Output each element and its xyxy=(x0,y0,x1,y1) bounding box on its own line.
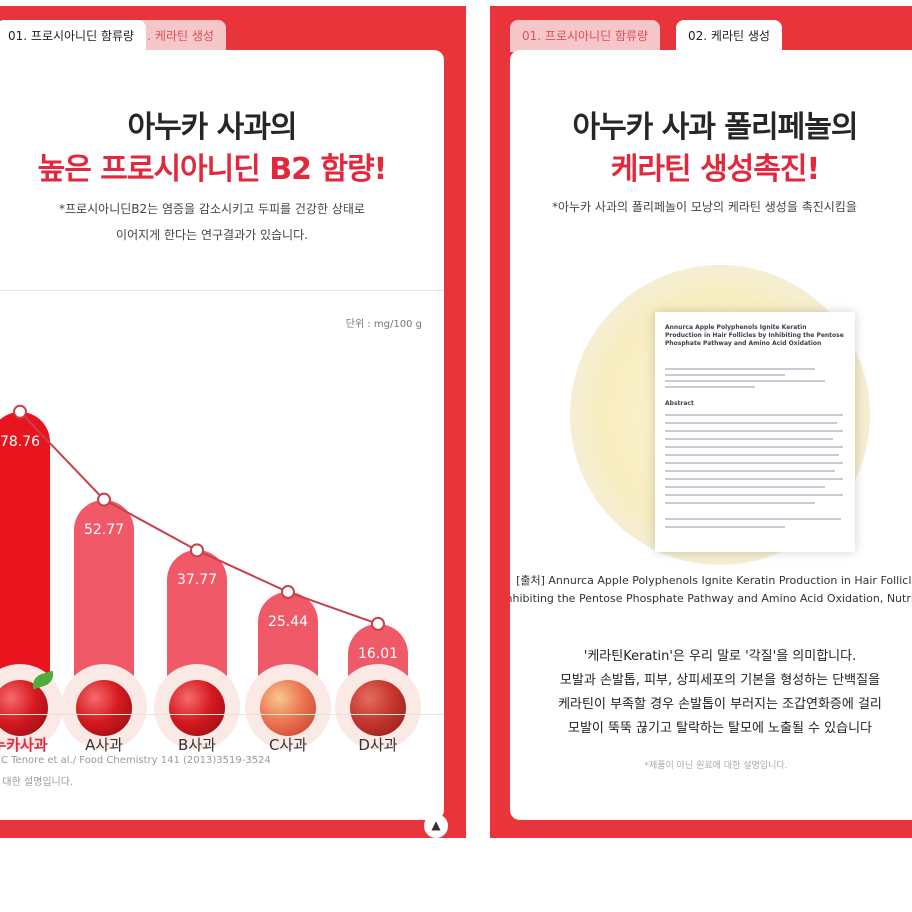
page-subtitle: 높은 프로시아니딘 B2 함량! xyxy=(37,152,388,187)
apple-image-5 xyxy=(335,664,421,750)
note-line: *아누카 사과의 폴리페놀이 모낭의 케라틴 생성을 촉진시킴을 xyxy=(552,200,857,214)
bar-value-label: 78.76 xyxy=(0,433,41,450)
unit-label: 단위 : mg/100 g xyxy=(345,319,422,330)
note-line-1: *프로시아니딘B2는 염증을 감소시키고 두피를 건강한 상태로 xyxy=(59,202,365,216)
research-paper-image: Annurca Apple Polyphenols Ignite Keratin… xyxy=(655,312,855,552)
divider xyxy=(0,714,444,715)
bar-2: 52.77 xyxy=(74,499,134,678)
body-line-1: '케라틴Keratin'은 우리 말로 '각질'을 의미합니다. xyxy=(583,649,857,664)
trend-line-layer xyxy=(13,404,385,631)
apple-icon xyxy=(350,680,406,736)
left-panel: 01. 프로시아니딘 함류량 02. 케라틴 생성 아누카 사과의 높은 프로시… xyxy=(0,6,466,838)
apple-image-1 xyxy=(0,664,63,750)
bar-value-label: 25.44 xyxy=(267,614,309,630)
tab-procyanidin-content[interactable]: 01. 프로시아니딘 함류량 xyxy=(0,20,147,52)
bar-1: 78.76 xyxy=(0,411,50,678)
apple-icon xyxy=(169,680,225,736)
category-label: B사과 xyxy=(178,736,216,754)
category-label: A사과 xyxy=(85,736,123,754)
apple-image-4 xyxy=(245,664,331,750)
page-subtitle: 케라틴 생성촉진! xyxy=(610,152,820,187)
bar-4: 25.44 xyxy=(258,592,318,678)
apple-image-2 xyxy=(61,664,147,750)
right-panel: 01. 프로시아니딘 함류량 02. 케라틴 생성 아누카 사과 폴리페놀의 케… xyxy=(490,6,912,838)
trend-line xyxy=(19,411,379,625)
tab-keratin-production[interactable]: 02. 케라틴 생성 xyxy=(676,20,782,52)
bar-value-label: 37.77 xyxy=(176,572,218,589)
source-citation-2: Inhibiting the Pentose Phosphate Pathway… xyxy=(510,592,912,605)
bar-3: 37.77 xyxy=(167,550,227,678)
category-label: D사과 xyxy=(358,736,398,754)
apple-icon xyxy=(0,680,48,736)
trend-point xyxy=(13,404,27,419)
body-line-3: 케라틴이 부족할 경우 손발톱이 부러지는 조갑연화증에 걸리 xyxy=(558,697,882,712)
bar-value-label: 16.01 xyxy=(357,645,399,662)
source-citation: &.C Tenore et al./ Food Chemistry 141 (2… xyxy=(0,755,271,766)
trend-point xyxy=(97,492,111,507)
body-line-2: 모발과 손발톱, 피부, 상피세포의 기본을 형성하는 단백질을 xyxy=(559,673,881,688)
trend-point xyxy=(371,616,385,631)
body-line-4: 모발이 뚝뚝 끊기고 탈락하는 탈모에 노출될 수 있습니다 xyxy=(567,721,872,736)
apple-icon xyxy=(260,680,316,736)
trend-point xyxy=(190,543,204,558)
trend-point xyxy=(281,585,295,600)
keratin-card: 아누카 사과 폴리페놀의 케라틴 생성촉진! *아누카 사과의 폴리페놀이 모낭… xyxy=(510,50,912,820)
tab-procyanidin-content[interactable]: 01. 프로시아니딘 함류량 xyxy=(510,20,661,52)
note-line-2: 이어지게 한다는 연구결과가 있습니다. xyxy=(116,228,308,242)
page-title: 아누카 사과의 xyxy=(127,110,297,145)
bar-value-label: 52.77 xyxy=(83,521,125,538)
source-citation: [출처] Annurca Apple Polyphenols Ignite Ke… xyxy=(516,574,912,587)
divider xyxy=(0,290,444,291)
procyanidin-card: 아누카 사과의 높은 프로시아니딘 B2 함량! *프로시아니딘B2는 염증을 … xyxy=(0,50,444,820)
paper-abstract-heading: Abstract xyxy=(665,400,694,407)
apple-icon xyxy=(76,680,132,736)
apple-image-3 xyxy=(154,664,240,750)
page-title: 아누카 사과 폴리페놀의 xyxy=(572,110,859,145)
category-label: C사과 xyxy=(268,736,308,754)
paper-title: Annurca Apple Polyphenols Ignite Keratin… xyxy=(665,324,844,347)
source-note: 에 대한 설명입니다. xyxy=(0,777,74,788)
footnote: *제품이 아닌 원료에 대한 설명입니다. xyxy=(644,761,788,771)
scroll-to-top-icon[interactable]: ▲ xyxy=(424,814,448,838)
